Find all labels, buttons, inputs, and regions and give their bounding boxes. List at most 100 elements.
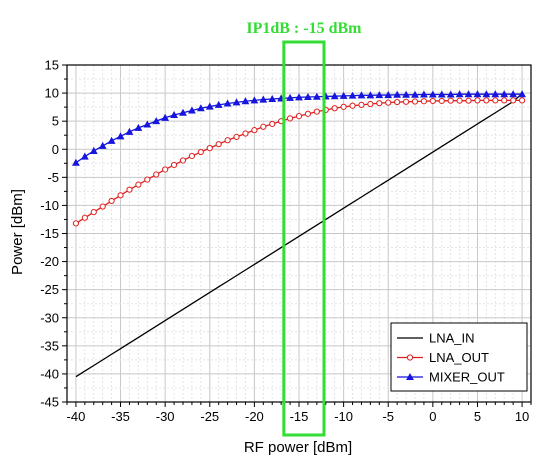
data-point-mixer-out: [518, 90, 526, 98]
data-point-mixer-out: [402, 90, 410, 98]
data-point-mixer-out: [384, 91, 393, 99]
data-point-mixer-out: [196, 104, 205, 112]
data-point-lna-out: [376, 100, 383, 107]
data-point-lna-out: [465, 97, 472, 104]
data-point-lna-out: [126, 186, 133, 193]
series-lna-in: [75, 93, 523, 378]
data-point-lna-out: [313, 108, 320, 115]
annotation: IP1dB : -15 dBm: [246, 20, 362, 437]
x-tick-label: -10: [334, 409, 353, 424]
data-point-lna-out: [510, 97, 517, 104]
data-point-mixer-out: [420, 90, 428, 98]
data-point-mixer-out: [232, 98, 241, 106]
data-point-mixer-out: [80, 152, 89, 160]
data-point-lna-out: [215, 141, 222, 148]
data-point-lna-out: [358, 101, 365, 108]
x-tick-label: -40: [67, 409, 86, 424]
data-point-mixer-out: [500, 90, 509, 98]
data-point-mixer-out: [188, 106, 196, 114]
y-tick-label: -25: [40, 282, 59, 297]
data-point-mixer-out: [295, 93, 303, 101]
data-point-lna-out: [224, 137, 231, 144]
x-tick-label: -30: [156, 409, 175, 424]
y-tick-label: 10: [45, 86, 59, 101]
data-point-mixer-out: [152, 117, 161, 125]
data-point-lna-out: [260, 123, 267, 130]
data-point-mixer-out: [455, 90, 464, 98]
data-point-lna-out: [233, 133, 240, 140]
x-tick-label: 10: [515, 409, 529, 424]
data-point-mixer-out: [304, 92, 312, 101]
data-point-mixer-out: [312, 92, 321, 100]
data-point-mixer-out: [393, 90, 402, 98]
data-point-lna-out: [367, 100, 374, 108]
x-tick-label: -5: [382, 409, 394, 424]
data-point-mixer-out: [125, 127, 134, 135]
legend-label: LNA_IN: [429, 331, 475, 346]
data-point-mixer-out: [268, 94, 277, 103]
data-point-mixer-out: [482, 90, 491, 98]
data-point-lna-out: [438, 97, 445, 105]
data-point-lna-out: [518, 97, 526, 104]
data-point-lna-out: [286, 115, 294, 122]
data-point-mixer-out: [223, 99, 232, 107]
legend-marker: [406, 372, 414, 381]
y-tick-label: 15: [45, 58, 59, 73]
grid: [66, 64, 532, 403]
y-tick-label: -35: [40, 338, 59, 353]
legend-label: MIXER_OUT: [429, 370, 505, 385]
data-point-lna-out: [385, 99, 392, 106]
y-tick-label: -30: [40, 310, 59, 325]
legend: LNA_IN LNA_OUT MIXER_OUT: [390, 322, 528, 392]
data-point-mixer-out: [446, 90, 455, 98]
data-point-lna-out: [492, 97, 499, 104]
data-point-mixer-out: [107, 136, 116, 144]
data-point-lna-out: [206, 145, 213, 152]
data-point-mixer-out: [339, 91, 348, 99]
data-point-mixer-out: [116, 132, 125, 140]
data-point-mixer-out: [491, 90, 500, 98]
data-point-lna-out: [99, 203, 106, 210]
data-point-mixer-out: [214, 100, 223, 108]
data-point-mixer-out: [428, 90, 437, 98]
data-point-lna-out: [331, 105, 338, 112]
x-tick-label: -15: [290, 409, 309, 424]
data-point-lna-out: [90, 209, 97, 216]
data-point-mixer-out: [259, 95, 268, 103]
data-point-lna-out: [170, 161, 178, 169]
y-tick-label: -20: [40, 254, 59, 269]
data-point-lna-out: [179, 157, 187, 164]
data-point-mixer-out: [464, 90, 473, 98]
x-tick-label: -20: [245, 409, 264, 424]
axes: -40 -35 -30 -25 -20 -15 -10 -5 0 5 10 -45 -40 -35 -30 -…: [40, 58, 532, 424]
data-point-lna-out: [304, 110, 312, 117]
data-point-lna-out: [483, 97, 490, 104]
y-tick-label: 5: [52, 114, 59, 129]
y-tick-label: -45: [40, 395, 59, 410]
data-point-lna-out: [242, 130, 249, 137]
data-point-lna-out: [411, 98, 419, 105]
data-point-lna-out: [162, 166, 169, 173]
data-point-mixer-out: [179, 108, 187, 116]
data-point-lna-out: [117, 192, 124, 199]
data-point-mixer-out: [473, 90, 482, 98]
x-tick-label: -25: [200, 409, 219, 424]
data-point-mixer-out: [250, 96, 259, 104]
data-point-lna-out: [153, 171, 160, 178]
data-point-mixer-out: [411, 90, 419, 98]
data-point-lna-out: [295, 113, 303, 120]
data-point-lna-out: [108, 197, 115, 205]
data-point-lna-out: [72, 220, 80, 227]
y-tick-label: -10: [40, 198, 59, 213]
y-tick-label: -5: [47, 170, 59, 185]
ip1db-annotation-label: IP1dB : -15 dBm: [246, 20, 362, 37]
data-point-mixer-out: [143, 120, 152, 128]
legend-marker: [406, 354, 414, 361]
data-point-mixer-out: [330, 92, 339, 100]
data-point-mixer-out: [161, 113, 170, 121]
data-point-mixer-out: [98, 141, 107, 149]
data-point-mixer-out: [89, 146, 98, 154]
data-point-lna-out: [456, 97, 463, 104]
series-lna-out: [72, 97, 526, 227]
